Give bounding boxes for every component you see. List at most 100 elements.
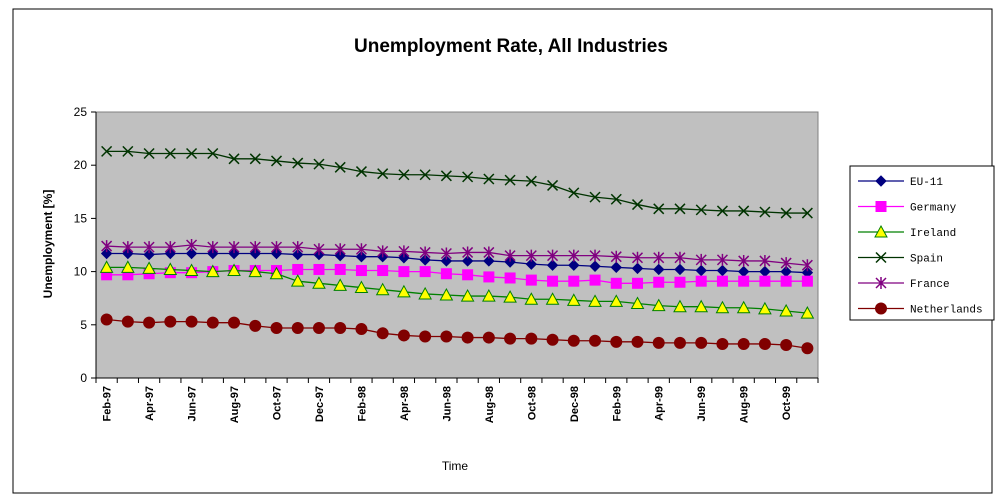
data-point-france xyxy=(228,241,240,254)
data-point-eu-11 xyxy=(674,263,686,276)
y-tick-label: 5 xyxy=(80,318,87,332)
data-point-france xyxy=(589,249,601,262)
data-point-ireland xyxy=(375,282,390,296)
data-point-netherlands xyxy=(504,332,517,345)
data-point-france xyxy=(462,246,474,259)
data-point-netherlands xyxy=(143,316,156,329)
data-point-france xyxy=(355,243,367,256)
x-tick-label: Aug-98 xyxy=(484,386,496,423)
data-point-france xyxy=(122,241,134,254)
x-tick-label: Dec-98 xyxy=(569,386,581,422)
data-point-ireland xyxy=(694,299,709,313)
data-point-netherlands xyxy=(206,316,219,329)
data-point-eu-11 xyxy=(292,248,304,261)
data-point-spain xyxy=(780,207,792,219)
y-tick-label: 20 xyxy=(74,158,88,172)
x-tick-label: Aug-99 xyxy=(739,386,751,423)
x-tick-label: Feb-97 xyxy=(102,386,114,421)
data-point-ireland xyxy=(121,260,135,273)
data-point-germany xyxy=(292,263,304,275)
data-point-france xyxy=(547,249,559,262)
x-tick-label: Oct-98 xyxy=(526,386,538,420)
data-point-france xyxy=(483,246,495,259)
data-point-spain xyxy=(101,145,113,157)
data-point-netherlands xyxy=(652,336,665,349)
data-point-france xyxy=(738,254,750,267)
data-point-france xyxy=(568,249,580,262)
data-point-spain xyxy=(568,187,580,199)
data-point-ireland xyxy=(99,260,114,273)
data-point-eu-11 xyxy=(716,264,729,277)
y-tick-label: 0 xyxy=(80,371,87,385)
data-point-netherlands xyxy=(270,321,283,334)
data-point-eu-11 xyxy=(228,247,240,260)
data-point-netherlands xyxy=(546,333,559,346)
data-point-spain xyxy=(674,203,686,215)
data-point-ireland xyxy=(312,276,326,289)
data-point-spain xyxy=(547,179,559,191)
data-point-spain xyxy=(440,170,452,182)
x-tick-label: Oct-97 xyxy=(272,386,284,420)
legend-label-germany: Germany xyxy=(910,203,957,215)
data-point-eu-11 xyxy=(164,247,177,260)
legend-marker-eu-11 xyxy=(875,175,887,187)
data-point-ireland xyxy=(354,280,369,294)
data-point-eu-11 xyxy=(631,262,644,275)
data-point-ireland xyxy=(651,298,666,312)
data-point-spain xyxy=(653,203,665,215)
legend-label-netherlands: Netherlands xyxy=(910,305,983,317)
data-point-france xyxy=(334,243,346,256)
data-point-eu-11 xyxy=(419,254,431,266)
data-point-ireland xyxy=(248,264,263,278)
data-point-france xyxy=(313,243,325,256)
x-axis-label: Time xyxy=(442,459,469,473)
data-point-ireland xyxy=(758,301,772,315)
data-point-ireland xyxy=(439,287,454,301)
data-point-eu-11 xyxy=(143,248,155,261)
data-point-france xyxy=(164,241,176,254)
data-point-ireland xyxy=(715,300,730,314)
data-point-france xyxy=(525,249,537,262)
data-point-germany xyxy=(589,274,601,286)
data-point-netherlands xyxy=(567,334,580,347)
data-point-germany xyxy=(440,268,452,280)
data-point-spain xyxy=(610,193,622,205)
legend-marker-spain xyxy=(875,251,887,264)
data-point-germany xyxy=(695,275,707,287)
data-point-spain xyxy=(164,147,176,160)
data-point-ireland xyxy=(482,289,496,302)
data-point-spain xyxy=(504,174,516,186)
data-point-france xyxy=(270,241,283,254)
data-point-germany xyxy=(568,275,580,287)
data-point-eu-11 xyxy=(270,247,283,260)
data-point-ireland xyxy=(397,284,411,298)
data-point-netherlands xyxy=(228,316,241,329)
data-point-france xyxy=(504,249,516,262)
data-point-france xyxy=(143,241,155,254)
data-point-ireland xyxy=(503,290,517,303)
data-point-germany xyxy=(610,277,622,289)
data-point-france xyxy=(610,250,622,263)
data-point-spain xyxy=(122,145,134,157)
data-point-netherlands xyxy=(100,313,113,326)
data-point-ireland xyxy=(142,261,156,274)
data-point-netherlands xyxy=(334,321,347,334)
data-point-eu-11 xyxy=(653,263,665,276)
series-line-ireland xyxy=(106,266,808,314)
legend-label-spain: Spain xyxy=(910,254,943,266)
chart-title: Unemployment Rate, All Industries xyxy=(354,36,668,57)
data-point-france xyxy=(759,254,771,267)
data-point-spain xyxy=(801,207,813,219)
data-point-spain xyxy=(589,191,601,203)
data-point-germany xyxy=(738,275,750,287)
data-point-eu-11 xyxy=(334,249,346,262)
data-point-netherlands xyxy=(716,337,729,350)
x-tick-label: Apr-97 xyxy=(144,386,156,421)
data-point-germany xyxy=(759,275,771,287)
data-point-ireland xyxy=(184,263,199,277)
data-point-germany xyxy=(334,263,346,275)
data-point-ireland xyxy=(609,294,624,307)
data-point-eu-11 xyxy=(589,260,601,272)
data-point-france xyxy=(674,251,686,264)
